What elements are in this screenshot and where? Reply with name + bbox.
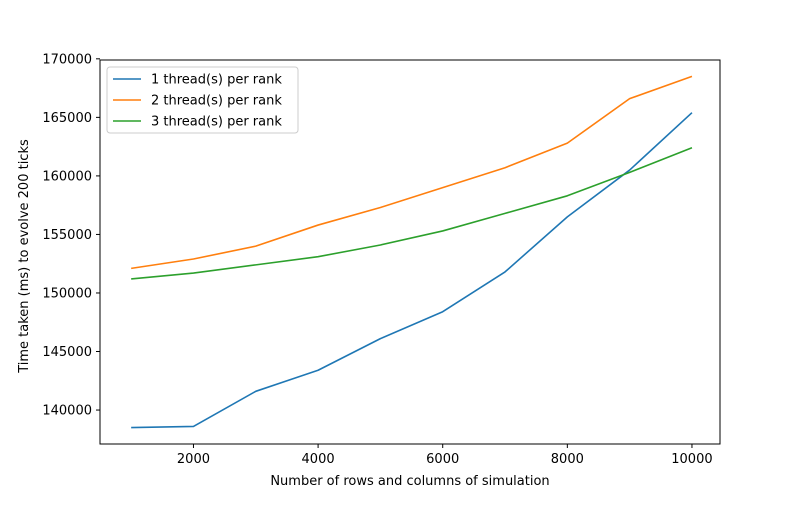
- x-tick-label: 8000: [551, 452, 584, 467]
- series-line-2: [131, 75, 693, 270]
- y-tick-label: 140000: [42, 404, 92, 419]
- x-axis-label: Number of rows and columns of simulation: [270, 474, 549, 489]
- legend-box: [106, 66, 299, 134]
- y-axis-label: Time taken (ms) to evolve 200 ticks: [17, 139, 32, 374]
- y-tick-label: 160000: [42, 169, 92, 184]
- series-line-3: [131, 147, 693, 280]
- legend-label-3: 3 thread(s) per rank: [151, 115, 282, 130]
- legend-label-1: 1 thread(s) per rank: [151, 73, 282, 88]
- x-axis-ticks: 2000 4000 6000 8000 10000: [177, 444, 713, 467]
- y-axis-ticks: 140000 145000 150000 155000 160000 165000 1700…: [42, 52, 100, 419]
- legend: 1 thread(s) per rank 2 thread(s) per rank…: [106, 66, 299, 134]
- x-tick-label: 10000: [671, 452, 712, 467]
- y-tick-label: 170000: [42, 52, 92, 67]
- x-tick-label: 2000: [177, 452, 210, 467]
- y-tick-label: 155000: [42, 228, 92, 243]
- series-lines: [131, 75, 693, 429]
- legend-label-2: 2 thread(s) per rank: [151, 94, 282, 109]
- axes-frame: [99, 59, 721, 445]
- y-tick-label: 165000: [42, 111, 92, 126]
- x-tick-label: 4000: [302, 452, 335, 467]
- y-tick-label: 145000: [42, 345, 92, 360]
- x-tick-label: 6000: [426, 452, 459, 467]
- plot-frame: [99, 59, 721, 445]
- series-line-1: [131, 112, 693, 429]
- y-tick-label: 150000: [42, 286, 92, 301]
